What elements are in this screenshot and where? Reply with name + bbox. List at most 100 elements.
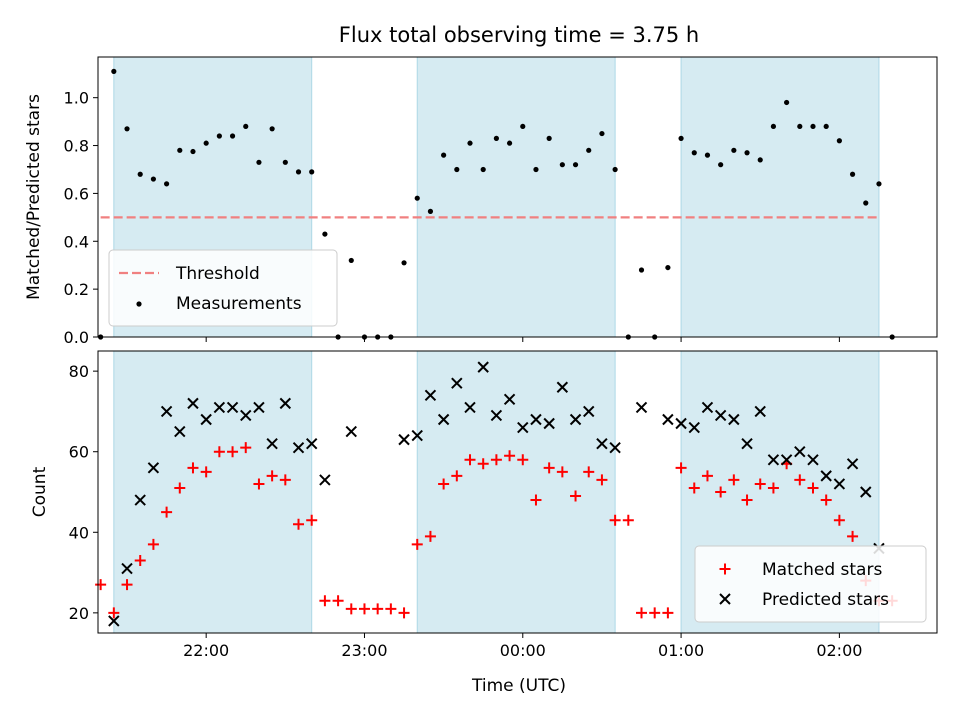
matched-star-point-54 (807, 482, 819, 494)
matched-star-point-42 (649, 607, 661, 619)
legend-label-matched-stars: Matched stars (762, 560, 882, 580)
measurement-point-23 (401, 260, 407, 266)
x-tick-label-00:00: 00:00 (500, 641, 546, 660)
measurement-point-12 (256, 159, 262, 165)
predicted-star-point-50 (846, 458, 859, 470)
matched-star-point-34 (543, 462, 555, 474)
matched-star-point-22 (385, 603, 397, 615)
measurement-point-24 (414, 195, 420, 201)
bottom-y-axis-label: Count (30, 466, 50, 517)
matched-star-point-56 (833, 514, 845, 526)
y-tick-label-top-0.2: 0.2 (64, 280, 89, 299)
measurement-point-3 (137, 171, 143, 177)
legend-label-threshold: Threshold (175, 264, 260, 284)
predicted-star-point-44 (767, 454, 780, 466)
y-tick-label-top-1.0: 1.0 (64, 89, 89, 108)
matched-star-point-32 (517, 454, 529, 466)
matched-star-point-10 (227, 446, 239, 458)
measurement-point-50 (757, 157, 763, 163)
matched-star-point-16 (306, 514, 318, 526)
matched-star-point-29 (477, 458, 489, 470)
shaded-interval-top-1 (416, 56, 616, 338)
measurement-point-44 (678, 135, 684, 141)
predicted-star-point-27 (517, 421, 529, 434)
matched-star-point-6 (174, 482, 186, 494)
predicted-star-point-11 (253, 401, 265, 414)
matched-star-point-12 (253, 478, 265, 490)
matched-star-point-36 (570, 490, 582, 502)
y-tick-label-top-0.6: 0.6 (64, 184, 89, 203)
predicted-star-point-2 (134, 494, 146, 506)
measurement-point-27 (454, 166, 460, 173)
measurement-point-13 (269, 126, 275, 132)
measurement-point-49 (744, 150, 750, 156)
matched-star-point-41 (636, 607, 648, 619)
series-predicted-stars (108, 361, 885, 627)
y-tick-label-bottom-20: 20 (69, 604, 89, 623)
legend-bottom: Matched stars Predicted stars (694, 545, 927, 623)
predicted-star-point-37 (675, 417, 687, 430)
measurement-point-11 (243, 123, 249, 130)
predicted-star-point-29 (543, 417, 555, 430)
measurement-point-37 (586, 147, 592, 153)
measurement-point-51 (770, 123, 777, 130)
predicted-star-point-14 (292, 441, 305, 454)
matched-star-point-33 (530, 494, 542, 506)
measurement-point-19 (348, 257, 354, 264)
predicted-star-point-38 (688, 421, 700, 434)
measurement-point-9 (216, 133, 222, 139)
legend-box-bottom (694, 545, 927, 623)
measurement-point-10 (229, 133, 236, 139)
matched-star-point-4 (147, 538, 159, 550)
legend-marker-predicted-stars (719, 593, 731, 605)
matched-star-point-43 (662, 607, 674, 619)
predicted-star-point-46 (794, 446, 806, 458)
predicted-star-point-5 (174, 425, 186, 438)
measurement-point-43 (665, 264, 671, 271)
measurement-point-57 (849, 171, 856, 177)
matched-star-point-9 (213, 446, 225, 458)
matched-star-point-47 (715, 486, 727, 498)
measurement-point-6 (177, 147, 183, 153)
predicted-star-point-47 (807, 454, 819, 466)
measurement-point-35 (559, 162, 565, 168)
predicted-star-point-34 (609, 441, 621, 454)
predicted-star-point-17 (345, 425, 357, 438)
predicted-star-point-33 (596, 437, 608, 450)
measurement-point-17 (322, 231, 328, 237)
legend-label-predicted-stars: Predicted stars (762, 590, 889, 610)
matched-star-point-26 (438, 478, 450, 490)
y-tick-label-top-0.4: 0.4 (64, 232, 89, 251)
predicted-star-point-16 (319, 474, 331, 486)
matched-star-point-1 (108, 607, 120, 619)
matched-star-point-17 (319, 595, 331, 607)
matched-star-point-40 (622, 514, 634, 526)
matched-star-point-37 (583, 466, 595, 478)
x-tick-label-02:00: 02:00 (816, 641, 862, 660)
matched-star-point-21 (372, 603, 384, 615)
matched-star-point-45 (688, 482, 700, 494)
measurement-point-41 (638, 267, 645, 273)
matched-star-point-24 (411, 538, 423, 550)
measurement-point-54 (810, 123, 816, 130)
y-tick-label-bottom-80: 80 (69, 362, 89, 381)
matched-star-point-46 (701, 470, 713, 482)
measurement-point-7 (190, 148, 196, 155)
predicted-star-point-48 (820, 470, 832, 482)
y-tick-label-bottom-60: 60 (69, 443, 89, 462)
predicted-star-point-10 (240, 409, 252, 422)
predicted-star-point-20 (424, 389, 437, 402)
matched-star-point-39 (609, 514, 621, 526)
shaded-interval-bottom-0 (113, 350, 313, 634)
predicted-star-point-25 (490, 409, 503, 422)
measurement-point-36 (572, 162, 579, 168)
predicted-star-point-12 (266, 437, 278, 450)
measurement-point-59 (876, 181, 882, 187)
measurement-point-48 (731, 147, 737, 153)
predicted-star-point-4 (160, 405, 173, 418)
predicted-star-point-28 (530, 413, 542, 426)
matched-star-point-48 (728, 474, 740, 486)
predicted-star-point-24 (477, 361, 489, 373)
matched-star-point-31 (504, 450, 516, 462)
